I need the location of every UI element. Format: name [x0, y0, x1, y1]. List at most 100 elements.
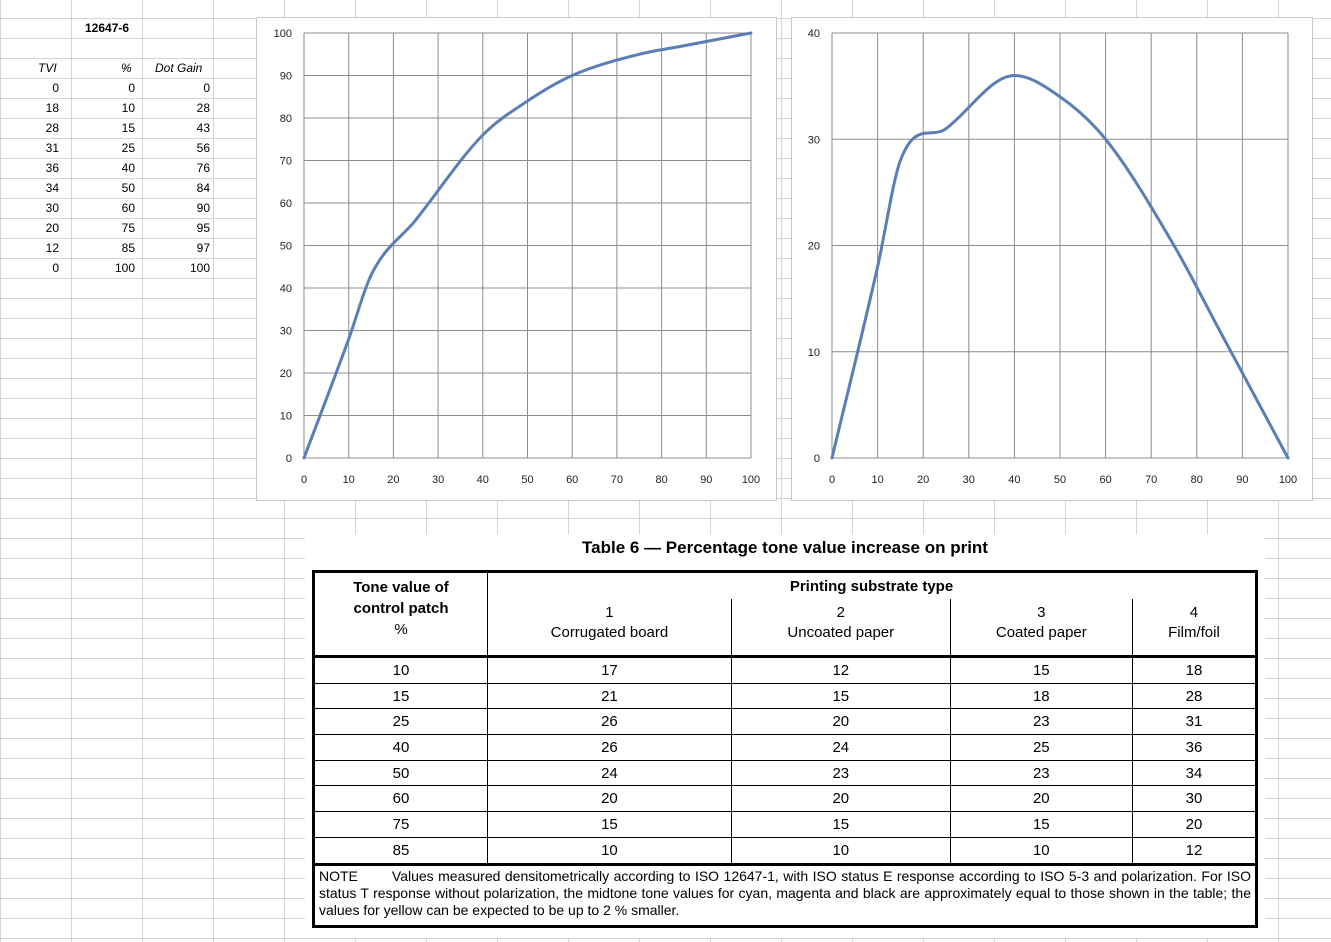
tvi-cell: 25 [950, 734, 1133, 761]
sheet-cell-pct[interactable]: 40 [121, 161, 135, 175]
x-tick-label: 20 [917, 474, 929, 486]
tone-header-line3: % [394, 621, 408, 638]
sheet-cell-pct[interactable]: 10 [121, 101, 135, 115]
tvi-cell: 12 [1132, 836, 1257, 864]
column-header: 4 Film/foil [1132, 599, 1256, 657]
chart-dot-gain-svg: 0 10 20 30 40 50 60 70 80 90 100 0 10 20 30 40 50 60 70 80 9… [274, 28, 761, 486]
column-name: Uncoated paper [787, 624, 895, 641]
y-tick-label: 20 [808, 241, 820, 253]
x-tick-label: 0 [829, 474, 835, 486]
x-tick-label: 40 [477, 474, 489, 486]
note-label: NOTE [319, 867, 358, 884]
sheet-cell-tvi[interactable]: 31 [45, 141, 59, 155]
iso-table-body: 10 17 12 15 18 15 21 15 18 28 25 26 20 23 31 40 26 24 25 36… [313, 655, 1257, 864]
sheet-cell-tvi[interactable]: 18 [45, 101, 59, 115]
y-tick-label: 30 [808, 134, 820, 146]
sheet-cell-tvi[interactable]: 34 [45, 181, 59, 195]
y-tick-label: 90 [280, 71, 292, 83]
table-row: 15 21 15 18 28 [313, 682, 1257, 709]
iso-table: Tone value of control patch % Printing s… [312, 570, 1258, 928]
x-tick-label: 80 [655, 474, 667, 486]
sheet-cell-pct[interactable]: 25 [121, 141, 135, 155]
sheet-cell-pct[interactable]: 85 [121, 241, 135, 255]
chart-tvi[interactable]: 0 10 20 30 40 50 60 70 80 90 100 0 10 20 30 40 [791, 17, 1313, 501]
x-tick-label: 100 [742, 474, 760, 486]
x-tick-label: 70 [611, 474, 623, 486]
column-number: 2 [836, 604, 845, 621]
chart-tvi-svg: 0 10 20 30 40 50 60 70 80 90 100 0 10 20 30 40 [808, 28, 1297, 486]
sheet-cell-pct[interactable]: 0 [128, 81, 135, 95]
tone-value-cell: 75 [313, 811, 488, 838]
x-tick-label: 10 [343, 474, 355, 486]
sheet-cell-tvi[interactable]: 0 [52, 261, 59, 275]
tvi-cell: 21 [487, 682, 732, 709]
sheet-cell-tvi[interactable]: 0 [52, 81, 59, 95]
tvi-cell: 30 [1132, 785, 1257, 812]
iso-table-panel[interactable]: Table 6 — Percentage tone value increase… [305, 534, 1265, 938]
y-tick-label: 40 [808, 28, 820, 40]
tone-value-cell: 60 [313, 785, 488, 812]
table-row: 75 15 15 15 20 [313, 811, 1257, 838]
sheet-cell-tvi[interactable]: 28 [45, 121, 59, 135]
sheet-cell-pct[interactable]: 50 [121, 181, 135, 195]
sheet-title[interactable]: 12647-6 [85, 21, 130, 35]
tvi-cell: 12 [731, 655, 951, 684]
tvi-cell: 26 [487, 734, 732, 761]
tvi-cell: 24 [487, 759, 732, 786]
sheet-cell-dot-gain[interactable]: 95 [196, 221, 210, 235]
sheet-cell-tvi[interactable]: 12 [45, 241, 59, 255]
sheet-cell-tvi[interactable]: 36 [45, 161, 59, 175]
tvi-cell: 15 [487, 811, 732, 838]
sheet-cell-tvi[interactable]: 20 [45, 221, 59, 235]
header-dot-gain[interactable]: Dot Gain [155, 61, 203, 75]
sheet-cell-dot-gain[interactable]: 28 [196, 101, 210, 115]
header-percent[interactable]: % [121, 61, 132, 75]
note-text: Values measured densitometrically accord… [319, 867, 1251, 918]
table-note: NOTE Values measured densitometrically ac… [313, 862, 1257, 926]
tone-header-line2: control patch [353, 600, 449, 617]
sheet-cell-dot-gain[interactable]: 84 [196, 181, 210, 195]
tone-header: Tone value of control patch % [313, 571, 488, 657]
tvi-cell: 10 [950, 836, 1133, 864]
sheet-cell-pct[interactable]: 60 [121, 201, 135, 215]
tvi-cell: 17 [487, 655, 732, 684]
y-tick-label: 20 [280, 368, 292, 380]
sheet-cell-pct[interactable]: 75 [121, 221, 135, 235]
tvi-cell: 26 [487, 708, 732, 735]
sheet-cell-dot-gain[interactable]: 56 [196, 141, 210, 155]
header-tvi[interactable]: TVI [38, 61, 57, 75]
tvi-cell: 34 [1132, 759, 1257, 786]
y-tick-label: 80 [280, 113, 292, 125]
sheet-cell-dot-gain[interactable]: 100 [189, 261, 210, 275]
chart-dot-gain[interactable]: 0 10 20 30 40 50 60 70 80 90 100 0 10 20 30 40 50 60 70 80 9… [256, 17, 777, 501]
sheet-cell-dot-gain[interactable]: 43 [196, 121, 210, 135]
tvi-cell: 15 [950, 655, 1133, 684]
x-tick-label: 30 [432, 474, 444, 486]
x-tick-label: 100 [1279, 474, 1297, 486]
tvi-cell: 24 [731, 734, 951, 761]
y-tick-label: 100 [274, 28, 292, 40]
table-title: Table 6 — Percentage tone value increase… [582, 538, 988, 557]
column-header: 2 Uncoated paper [731, 599, 951, 657]
y-tick-label: 0 [286, 453, 292, 465]
sheet-cell-pct[interactable]: 100 [114, 261, 135, 275]
tone-value-cell: 10 [313, 655, 488, 684]
tvi-cell: 18 [950, 682, 1133, 709]
table-row: 50 24 23 23 34 [313, 759, 1257, 786]
column-header-row: 1 Corrugated board 2 Uncoated paper 3 Coated … [314, 599, 1257, 657]
table-row: 10 17 12 15 18 [313, 655, 1257, 684]
sheet-cell-dot-gain[interactable]: 0 [203, 81, 210, 95]
sheet-cell-dot-gain[interactable]: 97 [196, 241, 210, 255]
sheet-cell-dot-gain[interactable]: 90 [196, 201, 210, 215]
column-name: Film/foil [1168, 624, 1220, 641]
tvi-cell: 15 [950, 811, 1133, 838]
tvi-cell: 28 [1132, 682, 1257, 709]
y-tick-label: 10 [808, 347, 820, 359]
sheet-cell-tvi[interactable]: 30 [45, 201, 59, 215]
tone-header-line1: Tone value of [353, 579, 449, 596]
sheet-cell-dot-gain[interactable]: 76 [196, 161, 210, 175]
sheet-cell-pct[interactable]: 15 [121, 121, 135, 135]
x-tick-label: 40 [1008, 474, 1020, 486]
table-row: 60 20 20 20 30 [313, 785, 1257, 812]
tvi-cell: 31 [1132, 708, 1257, 735]
